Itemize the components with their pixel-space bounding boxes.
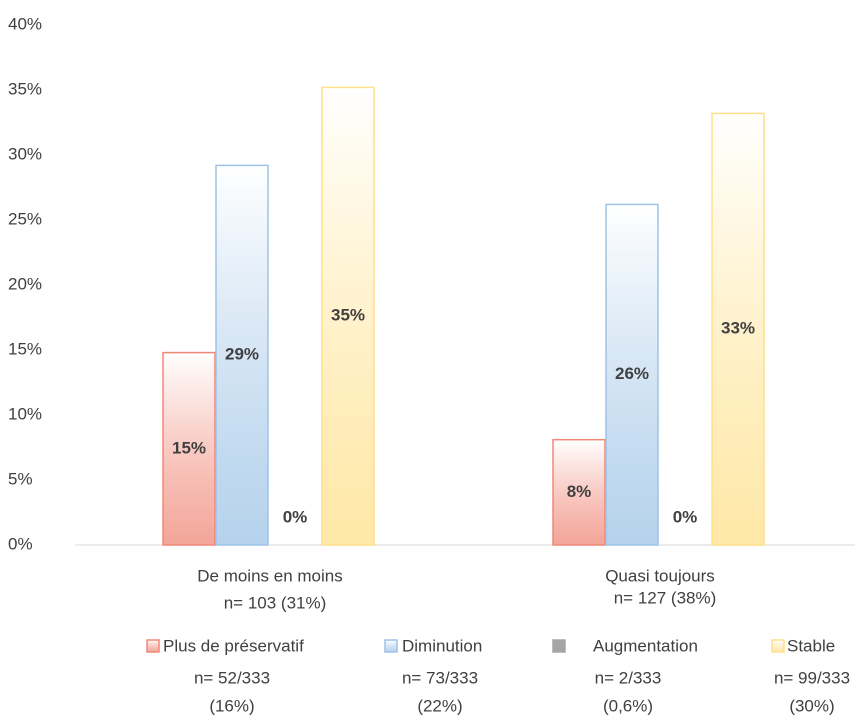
legend-share: (30%)	[789, 696, 834, 715]
y-tick-label: 30%	[8, 144, 42, 163]
data-label: 33%	[721, 319, 755, 338]
y-tick-label: 10%	[8, 404, 42, 423]
legend-share: (16%)	[209, 696, 254, 715]
x-tick-label: De moins en moins	[197, 566, 343, 585]
data-label: 0%	[283, 507, 308, 526]
data-label: 26%	[615, 364, 649, 383]
y-tick-label: 0%	[8, 534, 33, 553]
data-label: 15%	[172, 438, 206, 457]
bar	[215, 164, 269, 546]
legend-swatch	[384, 639, 398, 653]
legend-share: (0,6%)	[603, 696, 653, 715]
legend-swatch	[552, 639, 566, 653]
y-tick-label: 5%	[8, 469, 33, 488]
bar	[321, 86, 375, 546]
legend-share: (22%)	[417, 696, 462, 715]
legend-count: n= 73/333	[402, 668, 478, 687]
legend-swatch	[146, 639, 160, 653]
data-label: 8%	[567, 482, 592, 501]
bar	[711, 112, 765, 546]
legend-label: Diminution	[402, 636, 482, 655]
legend-count: n= 2/333	[595, 668, 662, 687]
data-label: 35%	[331, 306, 365, 325]
y-tick-label: 20%	[8, 274, 42, 293]
x-tick-sublabel: n= 103 (31%)	[224, 593, 327, 612]
x-tick-sublabel: n= 127 (38%)	[614, 588, 717, 607]
legend-swatch	[771, 639, 785, 653]
bar	[552, 438, 606, 546]
y-tick-label: 25%	[8, 209, 42, 228]
data-label: 0%	[673, 507, 698, 526]
legend-label: Plus de préservatif	[163, 636, 304, 655]
x-tick-label: Quasi toujours	[605, 566, 715, 585]
bar	[605, 203, 659, 546]
y-tick-label: 15%	[8, 339, 42, 358]
legend-count: n= 99/333	[774, 668, 850, 687]
bar	[162, 351, 216, 546]
y-tick-label: 40%	[8, 14, 42, 33]
y-tick-label: 35%	[8, 79, 42, 98]
legend-label: Stable	[787, 636, 835, 655]
legend-count: n= 52/333	[194, 668, 270, 687]
legend-label: Augmentation	[593, 636, 698, 655]
data-label: 29%	[225, 345, 259, 364]
